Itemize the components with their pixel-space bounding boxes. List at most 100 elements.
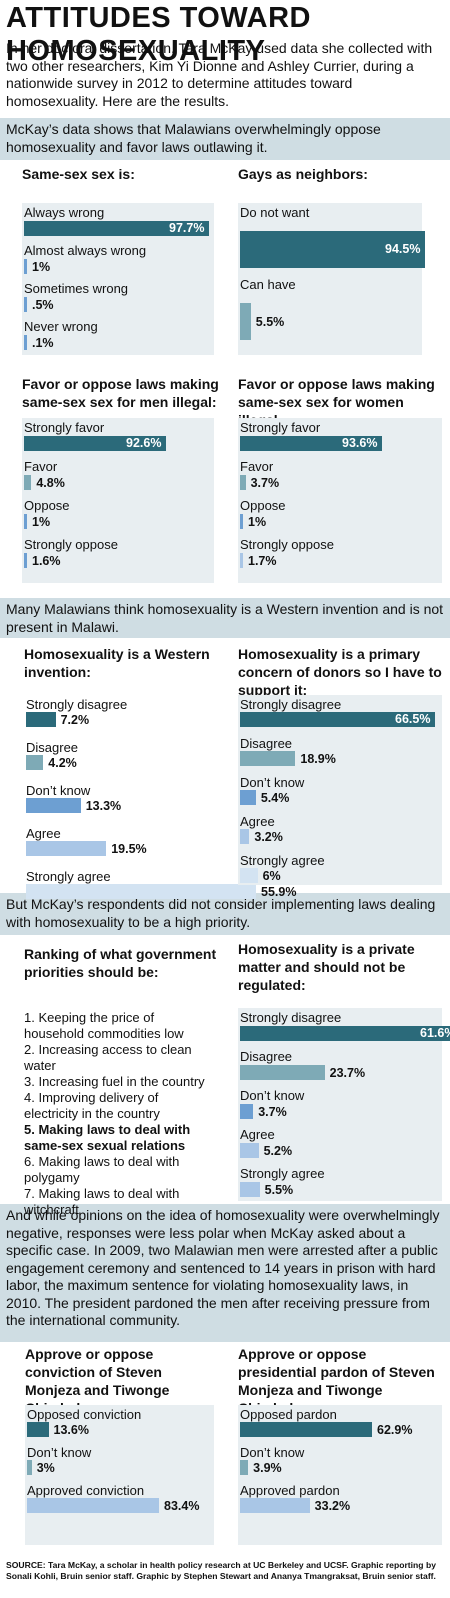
category-label: Agree [240,1127,275,1142]
data-label: .5% [32,298,54,312]
data-label: 5.4% [260,791,290,805]
ranking-chart: Ranking of what government priorities sh… [24,945,219,981]
bar [240,1104,254,1119]
category-label: Strongly favor [24,420,105,435]
category-label: Can have [240,277,296,292]
bar [27,1422,49,1437]
data-label: 62.9% [377,1423,413,1437]
data-label: 3.2% [254,830,283,844]
data-label: 1% [32,260,51,274]
chart-title: Homosexuality is a Western invention: [24,646,210,680]
data-label: 4.2% [48,756,77,770]
data-label: 92.6% [126,436,162,450]
bar [240,868,258,883]
category-label: Do not want [240,205,310,220]
data-label: 13.6% [53,1423,89,1437]
data-label: 3.9% [253,1461,282,1475]
ranking-item: 1. Keeping the price of household commod… [24,1010,184,1041]
category-label: Don’t know [240,1088,305,1103]
bar [240,751,296,766]
category-label: Favor [240,459,274,474]
data-label: 1.6% [32,554,61,568]
data-label: 3.7% [250,476,280,490]
bar [240,1182,260,1197]
category-label: Disagree [240,1049,293,1064]
category-label: Oppose [24,498,70,513]
category-label: Always wrong [24,205,105,220]
chart-title: Favor or oppose laws making same-sex sex… [22,376,219,410]
category-label: Strongly agree [240,1166,325,1181]
bar [240,436,382,451]
bar [240,553,243,568]
data-label: 1% [32,515,51,529]
category-label: Strongly oppose [240,537,334,552]
category-label: Don’t know [27,1445,92,1460]
ranking-title: Ranking of what government priorities sh… [24,946,217,980]
intro-text: In her doctoral dissertation, Tara McKay… [6,40,433,109]
data-label: 3.7% [258,1105,287,1119]
bar [24,335,27,350]
category-label: Approved pardon [240,1483,340,1498]
data-label: 6% [262,869,281,883]
category-label: Don’t know [26,783,91,798]
data-label: .1% [32,336,54,350]
bar [240,303,251,340]
bar [26,884,256,899]
category-label: Sometimes wrong [24,281,129,296]
data-label: 1% [248,515,267,529]
data-label: 94.5% [385,242,421,256]
bar [240,1460,249,1475]
section-band-2: Many Malawians think homosexuality is a … [0,598,450,638]
ranking-list: 1. Keeping the price of household commod… [24,1010,214,1218]
bar [24,297,27,312]
data-label: 19.5% [111,842,147,856]
category-label: Strongly oppose [24,537,118,552]
bar [27,1460,32,1475]
bar [240,514,243,529]
category-label: Strongly disagree [240,697,342,712]
page-title: ATTITUDES TOWARD HOMOSEXUALITY [6,2,311,67]
category-label: Almost always wrong [24,243,147,258]
data-label: 3% [36,1461,55,1475]
bar [240,829,250,844]
data-label: 83.4% [164,1499,200,1513]
bar [240,231,425,268]
section-band-3: But McKay’s respondents did not consider… [0,893,450,935]
bar [26,712,56,727]
category-label: Favor [24,459,58,474]
data-label: 4.8% [36,476,65,490]
bar [24,514,27,529]
source-credit: SOURCE: Tara McKay, a scholar in health … [6,1560,436,1581]
bar [26,755,44,770]
bar [240,712,435,727]
bar [240,1065,325,1080]
bar [26,841,107,856]
bar [240,1026,450,1041]
ranking-item: 7. Making laws to deal with witchcraft [24,1186,180,1217]
category-label: Disagree [26,740,79,755]
data-label: 18.9% [300,752,336,766]
bar [240,1143,259,1158]
category-label: Approved conviction [27,1483,145,1498]
data-label: 5.5% [255,315,285,329]
chart-title: Approve or oppose presidential pardon of… [238,1346,435,1416]
chart-panel [238,203,422,355]
section-band-4: And while opinions on the idea of homose… [0,1204,450,1342]
bar [24,259,27,274]
ranking-item: 6. Making laws to deal with polygamy [24,1154,180,1185]
bar [26,798,81,813]
category-label: Oppose [240,498,286,513]
data-label: 97.7% [169,221,205,235]
data-label: 55.9% [261,885,297,899]
chart-panel [25,1405,214,1545]
bar [24,436,166,451]
category-label: Strongly agree [26,869,111,884]
data-label: 23.7% [329,1066,366,1080]
bar [240,1422,372,1437]
data-label: 5.2% [263,1144,293,1158]
data-label: 33.2% [314,1499,351,1513]
category-label: Never wrong [24,319,98,334]
ranking-item: 2. Increasing access to clean water [24,1042,192,1073]
ranking-item: 4. Improving delivery of electricity in … [24,1090,160,1121]
bar [240,1498,310,1513]
